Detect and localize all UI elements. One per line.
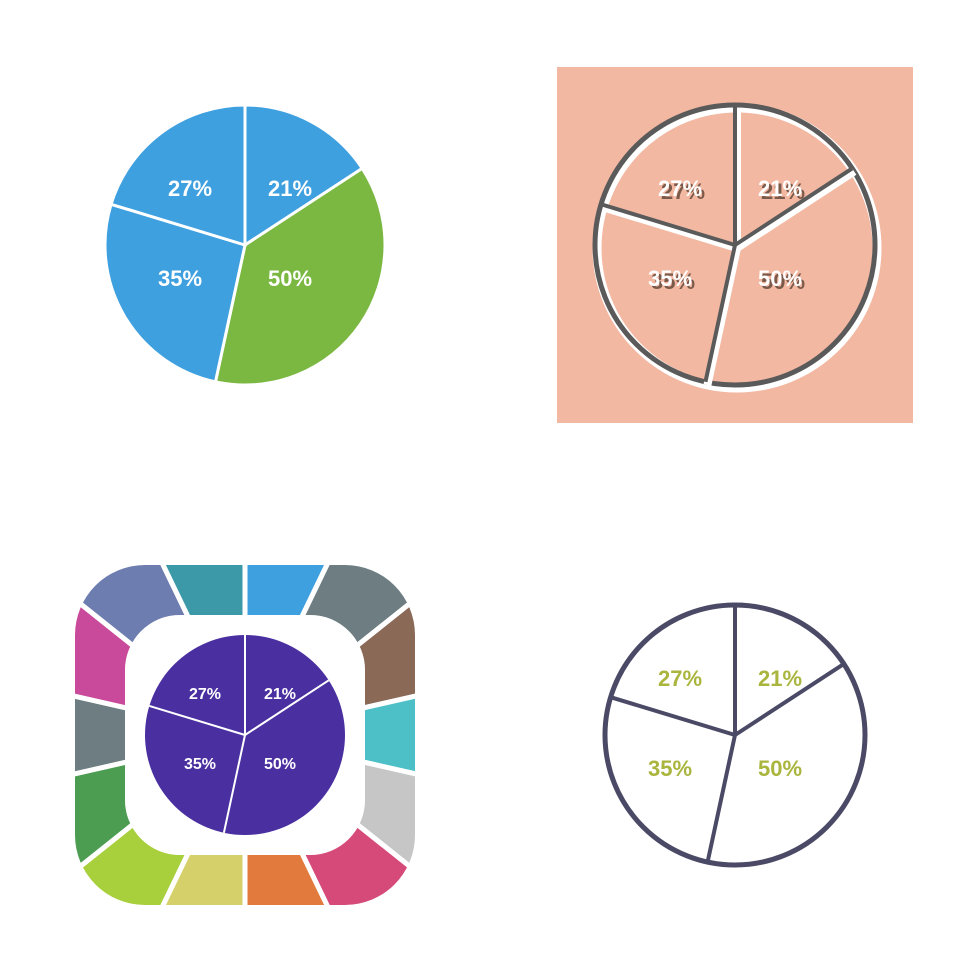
slice-label: 50% bbox=[264, 756, 296, 773]
slice-label: 50% bbox=[758, 756, 802, 781]
slice-label: 35% bbox=[184, 756, 216, 773]
slice-label: 21% bbox=[758, 176, 802, 201]
pie-chart-icon: 21% 50% 35% 27% bbox=[85, 85, 405, 405]
slice-label: 27% bbox=[658, 176, 702, 201]
chart-top-right: 21%21%50%50%35%35%27%27% bbox=[490, 0, 980, 490]
slice-label: 35% bbox=[648, 756, 692, 781]
panel-background: 21%21%50%50%35%35%27%27% bbox=[557, 67, 913, 423]
chart-bottom-left: 21% 50% 35% 27% bbox=[0, 490, 490, 980]
slice-label: 35% bbox=[648, 266, 692, 291]
slice-label: 50% bbox=[268, 266, 312, 291]
slice-label: 27% bbox=[168, 176, 212, 201]
slice-label: 27% bbox=[658, 666, 702, 691]
slice-label: 35% bbox=[158, 266, 202, 291]
pie-divider bbox=[601, 204, 735, 245]
mosaic-pie-icon: 21% 50% 35% 27% bbox=[55, 545, 435, 925]
slice-label: 27% bbox=[189, 686, 221, 703]
slice-label: 21% bbox=[758, 666, 802, 691]
pie-divider-underlay bbox=[603, 207, 737, 248]
pie-chart-outline-icon: 21%21%50%50%35%35%27%27% bbox=[575, 85, 895, 405]
pie-chart-thin-outline-icon: 21% 50% 35% 27% bbox=[575, 575, 895, 895]
chart-top-left: 21% 50% 35% 27% bbox=[0, 0, 490, 490]
slice-label: 21% bbox=[268, 176, 312, 201]
chart-grid: 21% 50% 35% 27% 21% 21% 50% 50% 35% 35% 27% 27% 21… bbox=[0, 0, 980, 980]
pie-divider bbox=[705, 245, 735, 382]
slice-label: 21% bbox=[264, 686, 296, 703]
pie-divider-underlay bbox=[707, 248, 737, 385]
slice-label: 50% bbox=[758, 266, 802, 291]
chart-bottom-right: 21% 50% 35% 27% bbox=[490, 490, 980, 980]
